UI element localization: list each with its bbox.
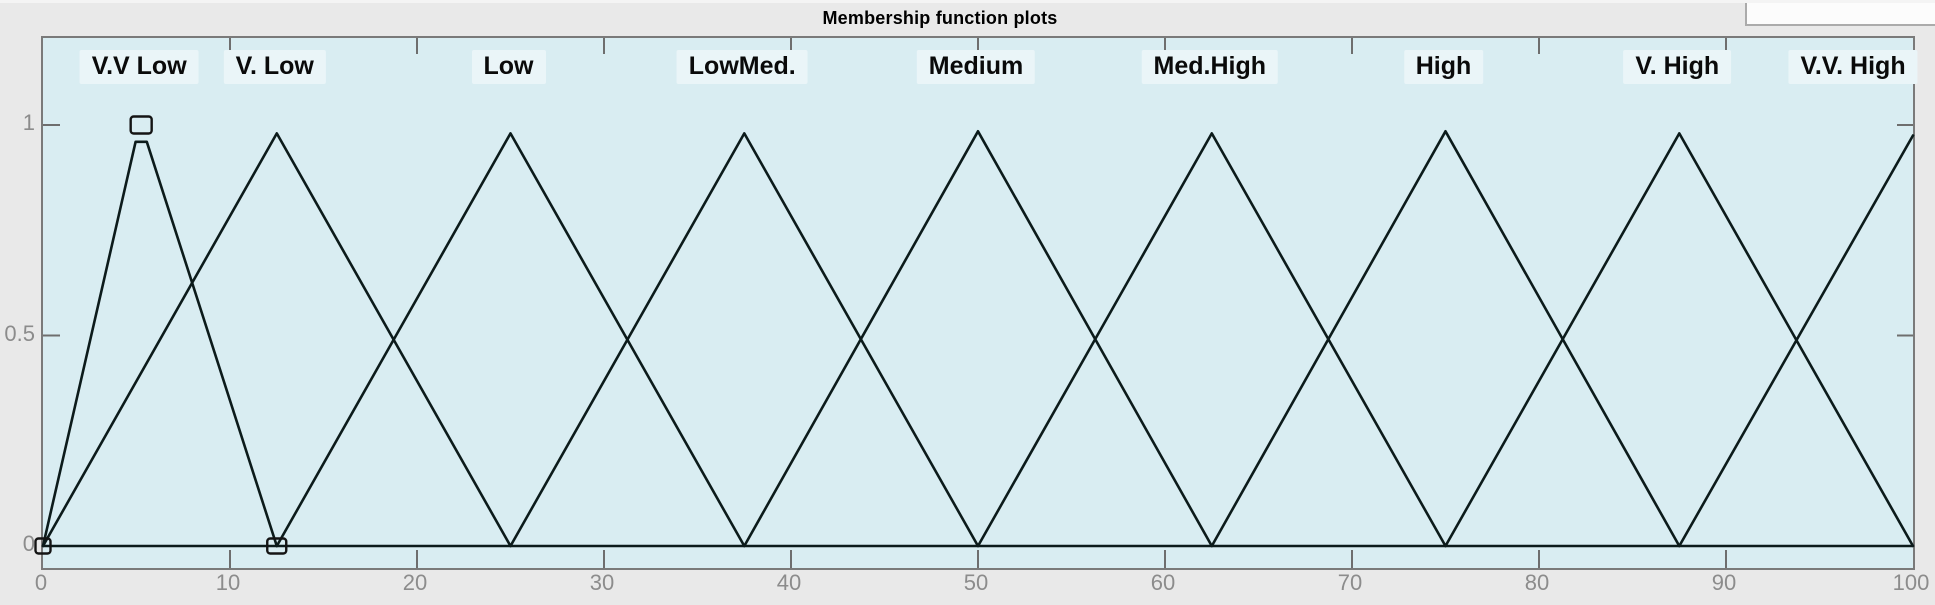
mf-name-label-medium[interactable]: Medium: [916, 50, 1036, 84]
mf-curve-v-high[interactable]: [1444, 132, 1915, 548]
mf-curve-low[interactable]: [275, 132, 746, 548]
x-tick-label-60: 60: [1150, 570, 1176, 595]
mf-selection-handle-1[interactable]: [129, 115, 153, 135]
x-tick-label-10: 10: [215, 570, 241, 595]
chart-title: Membership function plots: [822, 8, 1058, 28]
x-tick-label-50: 50: [963, 570, 989, 595]
mf-curve-med-high[interactable]: [976, 132, 1447, 548]
mf-selection-handle-2[interactable]: [266, 537, 288, 555]
x-tick-label-100: 100: [1892, 570, 1930, 595]
y-tick-label-0-5: 0.5: [4, 320, 35, 346]
mf-selection-handle-0[interactable]: [34, 537, 52, 555]
y-tick-label-0: 0: [22, 531, 35, 556]
mf-name-label-v-low[interactable]: V. Low: [223, 50, 326, 84]
x-tick-label-90: 90: [1711, 570, 1737, 595]
mf-name-label-v-v-high[interactable]: V.V. High: [1788, 50, 1918, 84]
x-tick-label-30: 30: [589, 570, 615, 595]
mf-name-label-med-high[interactable]: Med.High: [1141, 50, 1278, 84]
mf-name-label-v-v-low[interactable]: V.V Low: [79, 50, 199, 84]
x-tick-label-40: 40: [776, 570, 802, 595]
mf-name-label-lowmed[interactable]: LowMed.: [676, 50, 808, 84]
x-tick-label-0: 0: [34, 570, 48, 595]
x-tick-label-20: 20: [402, 570, 428, 595]
mf-curve-lowmed[interactable]: [509, 132, 980, 548]
mf-curve-high[interactable]: [1210, 130, 1681, 548]
y-tick-label-1: 1: [22, 110, 35, 135]
membership-plot-svg: [34, 38, 1915, 568]
mf-curve-medium[interactable]: [742, 130, 1214, 548]
mf-name-label-v-high[interactable]: V. High: [1623, 50, 1732, 84]
mf-curve-v-low[interactable]: [41, 132, 512, 548]
corner-panel: [1745, 3, 1935, 26]
x-tick-label-80: 80: [1524, 570, 1550, 595]
mf-curve-v-v-low[interactable]: [41, 140, 279, 548]
mf-name-label-low[interactable]: Low: [471, 50, 546, 84]
x-tick-label-70: 70: [1337, 570, 1363, 595]
mf-name-label-high[interactable]: High: [1403, 50, 1484, 84]
plot-area[interactable]: [34, 36, 1915, 570]
mf-curve-v-v-high[interactable]: [1678, 134, 1915, 548]
